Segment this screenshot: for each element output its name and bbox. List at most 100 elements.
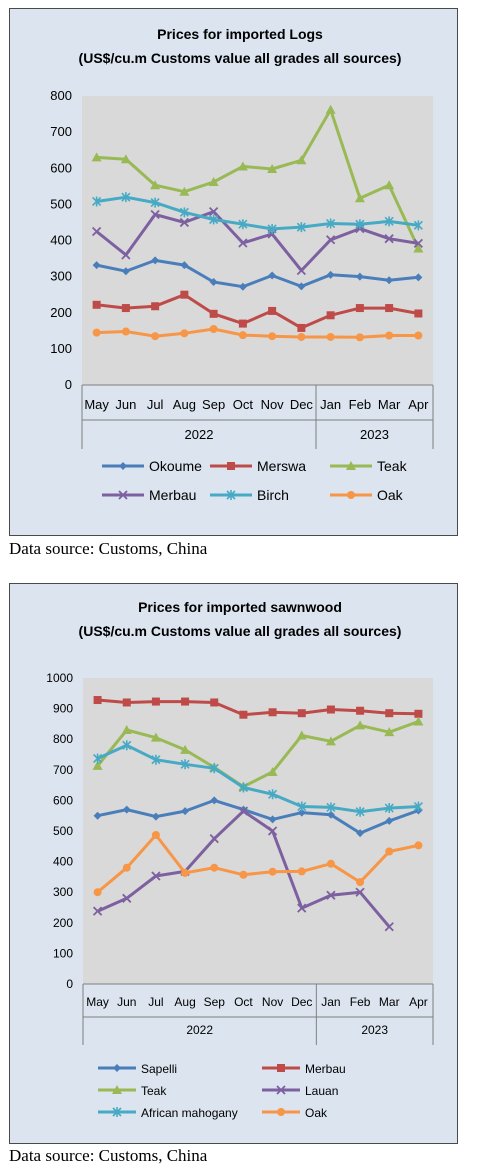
x-tick-label: Mar	[378, 397, 401, 412]
data-point	[92, 906, 103, 916]
data-point	[267, 766, 278, 776]
x-tick-label: Sep	[204, 995, 226, 1009]
series-sapelli	[93, 796, 423, 838]
data-point	[122, 863, 131, 872]
x-tick-label: Mar	[379, 995, 400, 1009]
data-point	[296, 222, 306, 233]
data-point	[237, 161, 248, 171]
legend-label: Teak	[141, 1084, 167, 1098]
data-point	[180, 290, 189, 299]
series-line	[96, 293, 419, 330]
data-point	[326, 810, 335, 819]
data-point	[180, 329, 189, 338]
data-point	[385, 276, 394, 285]
data-point	[180, 744, 191, 754]
data-point	[91, 226, 102, 237]
series-line	[96, 720, 419, 789]
y-tick-label: 200	[50, 305, 72, 320]
data-point	[297, 332, 306, 341]
chart-subtitle: (US$/cu.m Customs value all grades all s…	[79, 50, 402, 66]
legend-entry: Oak	[262, 1106, 328, 1120]
data-point	[150, 180, 161, 190]
x-tick-label: Dec	[291, 995, 312, 1009]
data-point	[326, 859, 335, 868]
data-point	[238, 806, 249, 816]
x-tick-label: Feb	[350, 995, 371, 1009]
y-tick-label: 400	[50, 233, 72, 248]
data-point	[92, 261, 101, 270]
y-tick-label: 400	[53, 855, 73, 869]
data-point	[122, 805, 131, 814]
x-tick-label: Apr	[409, 995, 428, 1009]
y-tick-label: 500	[53, 824, 73, 838]
legend-label: Okoume	[149, 458, 202, 474]
legend-marker	[347, 491, 355, 499]
x-tick-label: Apr	[408, 397, 429, 412]
legend-label: Oak	[377, 487, 404, 503]
data-point	[151, 332, 160, 341]
legend-label: Merbau	[149, 487, 196, 503]
data-point	[355, 806, 365, 817]
legend-label: Teak	[377, 458, 408, 474]
y-tick-label: 0	[65, 377, 72, 392]
data-point	[384, 216, 394, 227]
data-point	[122, 698, 131, 707]
data-point	[297, 867, 306, 876]
data-point	[238, 319, 247, 328]
data-point	[414, 331, 423, 340]
x-tick-label: Dec	[290, 397, 314, 412]
logs-chart: Prices for imported Logs (US$/cu.m Custom…	[50, 26, 434, 503]
data-point	[384, 922, 394, 932]
series-african-mahogany	[93, 740, 423, 817]
y-tick-label: 500	[50, 196, 72, 211]
data-point	[121, 304, 130, 313]
x-tick-label: Aug	[174, 995, 195, 1009]
legend-marker	[346, 461, 356, 470]
series-line	[96, 743, 419, 814]
series-line	[96, 258, 419, 289]
data-point	[414, 309, 423, 318]
x-tick-label: Jan	[321, 995, 340, 1009]
series-line	[96, 327, 419, 339]
data-point	[414, 709, 423, 718]
legend-marker	[227, 462, 235, 470]
legend-marker	[119, 462, 127, 470]
data-point	[326, 270, 335, 279]
data-point	[413, 220, 423, 231]
data-point	[210, 863, 219, 872]
x-tick-label: May	[86, 995, 109, 1009]
data-point	[181, 697, 190, 706]
data-point	[151, 830, 160, 839]
x-tick-label: Jun	[117, 995, 136, 1009]
legend-entry: Lauan	[262, 1084, 338, 1098]
y-tick-label: 700	[50, 124, 72, 139]
legend-entry: Merswa	[210, 458, 306, 474]
data-point	[268, 271, 277, 280]
data-point	[91, 152, 102, 162]
data-point	[93, 888, 102, 897]
data-point	[354, 193, 365, 203]
data-point	[150, 732, 161, 742]
data-point	[179, 186, 190, 196]
data-point	[297, 323, 306, 332]
legend-marker	[276, 1085, 286, 1095]
x-tick-label: Jun	[115, 397, 136, 412]
data-point	[209, 278, 218, 287]
logs-chart-panel: Prices for imported Logs (US$/cu.m Custom…	[9, 8, 458, 536]
data-point	[385, 816, 394, 825]
data-point	[297, 903, 307, 913]
series-merswa	[92, 290, 423, 332]
y-tick-label: 100	[50, 341, 72, 356]
data-point	[355, 219, 365, 230]
legend-label: Sapelli	[141, 1062, 177, 1076]
legend-entry: Birch	[210, 487, 289, 503]
data-point	[326, 802, 336, 813]
sawnwood-chart-panel: Prices for imported sawnwood (US$/cu.m Cu…	[9, 583, 458, 1144]
data-point	[121, 267, 130, 276]
series-teak	[91, 104, 424, 253]
data-point	[239, 710, 248, 719]
data-point	[181, 807, 190, 816]
x-tick-label: Jul	[148, 995, 163, 1009]
data-point	[414, 273, 423, 282]
data-point	[238, 238, 248, 248]
